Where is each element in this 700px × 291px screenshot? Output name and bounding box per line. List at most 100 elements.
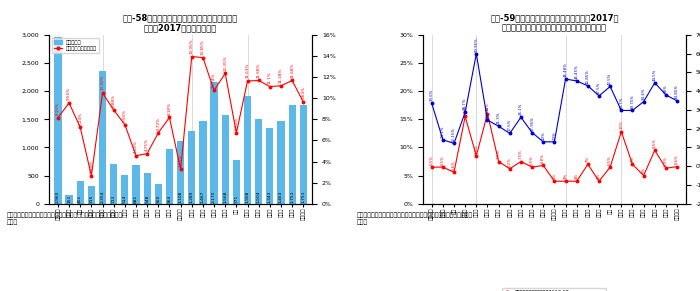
Bar [76,181,84,204]
Bar [66,195,73,204]
Text: 13%: 13% [552,131,557,140]
Text: 7%: 7% [631,156,634,162]
Text: 6.3%: 6.3% [664,156,668,166]
Text: 33.6%: 33.6% [430,89,434,101]
Text: 44.5%: 44.5% [653,68,657,81]
Text: 17.95%: 17.95% [530,116,534,131]
Text: 4%: 4% [597,173,601,179]
Text: 6.5%: 6.5% [608,155,612,165]
Text: 6.72%: 6.72% [156,117,160,130]
Text: 34.85%: 34.85% [675,84,679,99]
Title: 図表-58：区別の外国人を含む世帯の増加数と増
加率（2017年初、前年比）: 図表-58：区別の外国人を含む世帯の増加数と増 加率（2017年初、前年比） [123,13,238,33]
Bar [233,160,240,204]
Bar [300,105,307,204]
Text: 5.6%: 5.6% [452,160,456,170]
Text: 16%: 16% [486,103,489,111]
Text: 26.1%: 26.1% [519,103,523,115]
Text: 6.5%: 6.5% [441,155,445,165]
Text: 1,568: 1,568 [223,190,228,203]
Text: 42.85%: 42.85% [586,69,590,84]
Text: 11.68%: 11.68% [257,63,260,78]
Text: 8.15%: 8.15% [56,102,60,115]
Text: 771: 771 [234,195,239,203]
Text: （出所）東京都「外国人人口」「住民基本台帳による東京都の世帯と
人口」: （出所）東京都「外国人人口」「住民基本台帳による東京都の世帯と 人口」 [7,212,123,225]
Text: 514: 514 [122,194,127,203]
Text: 548: 548 [145,194,149,203]
Text: 1,343: 1,343 [268,191,272,203]
Text: 6.8%: 6.8% [541,153,545,163]
Text: 4%: 4% [552,173,557,179]
Text: 4.75%: 4.75% [145,138,149,151]
Text: 1,504: 1,504 [257,190,260,203]
Text: 8.18%: 8.18% [167,102,172,115]
Text: 7.5%: 7.5% [496,149,500,159]
Text: 2.64%: 2.64% [90,160,93,173]
Text: 14.1%: 14.1% [441,125,445,138]
Text: 151: 151 [67,194,71,203]
Text: 4%: 4% [564,173,568,179]
Text: 29.75%: 29.75% [631,94,634,109]
Text: 7%: 7% [586,156,590,162]
Text: 7.50%: 7.50% [122,109,127,122]
Text: 681: 681 [134,195,138,203]
Text: 21.3%: 21.3% [496,112,500,124]
Text: 13.85%: 13.85% [201,40,205,55]
Text: 1,908: 1,908 [246,191,249,203]
Text: 4.55%: 4.55% [134,140,138,153]
Text: 34.4%: 34.4% [642,87,645,100]
Text: 11.1%: 11.1% [268,71,272,84]
Bar [244,96,251,204]
Bar [121,175,129,204]
Text: 12.15%: 12.15% [452,127,456,141]
Text: 59.95%: 59.95% [475,37,478,52]
Bar [288,105,296,204]
Text: 29.7%: 29.7% [620,96,623,109]
Bar [99,71,106,204]
Text: 1,463: 1,463 [279,191,283,203]
Text: 964: 964 [167,195,172,203]
Text: 7.24%: 7.24% [78,112,82,125]
Bar [188,131,195,204]
Bar [144,173,150,204]
Text: 1,467: 1,467 [201,191,205,203]
Bar [199,121,206,204]
Text: 9.64%: 9.64% [301,86,305,99]
Text: 11.18%: 11.18% [279,68,283,83]
Text: 713: 713 [112,195,116,203]
Bar [110,164,118,204]
Bar [132,165,139,204]
Text: 3.25%: 3.25% [178,154,183,167]
Text: 28.7%: 28.7% [463,98,467,111]
Text: 12.35%: 12.35% [223,55,228,71]
Bar [222,116,229,204]
Text: 10.74%: 10.74% [212,72,216,88]
Bar [177,141,184,204]
Text: 8.88%: 8.88% [112,94,116,107]
Text: 13%: 13% [541,131,545,140]
Text: 37.5%: 37.5% [597,81,601,94]
Text: 315: 315 [90,194,93,203]
Text: 2,960: 2,960 [56,191,60,203]
Text: 1,289: 1,289 [190,191,194,203]
Text: 42.5%: 42.5% [608,72,612,85]
Bar [277,121,285,204]
Text: 6.72%: 6.72% [234,117,239,130]
Text: 1,108: 1,108 [178,191,183,203]
Text: 5%: 5% [642,167,645,173]
Text: 7.5%: 7.5% [519,149,523,159]
Text: 2,170: 2,170 [212,191,216,203]
Text: 4%: 4% [575,173,579,179]
Text: 1,751: 1,751 [290,190,294,203]
Text: 6.6%: 6.6% [675,155,679,164]
Text: 46.48%: 46.48% [564,62,568,77]
Text: 13%: 13% [620,121,623,129]
Text: 6.5%: 6.5% [430,155,434,165]
Text: 13.95%: 13.95% [190,38,194,54]
Bar [166,150,173,204]
Bar [266,128,274,204]
Text: 2,354: 2,354 [101,190,104,203]
Bar [155,184,162,204]
Legend: 世帯増加数, 世帯増加率（右目盛）: 世帯増加数, 世帯増加率（右目盛） [52,38,99,53]
Text: 6.2%: 6.2% [508,157,512,166]
Text: 17.5%: 17.5% [508,119,512,132]
